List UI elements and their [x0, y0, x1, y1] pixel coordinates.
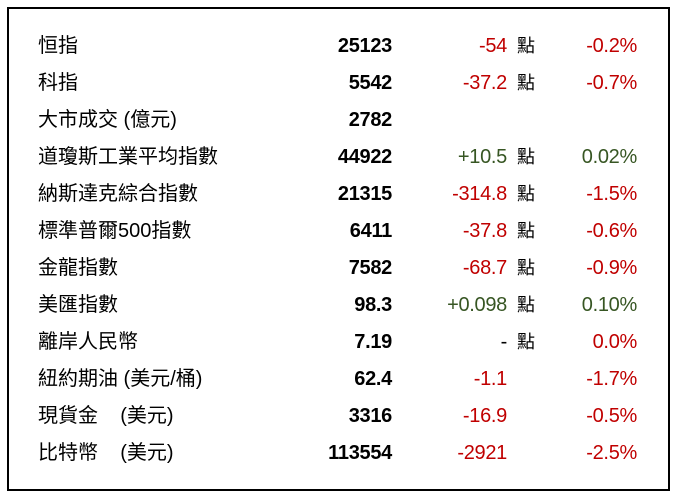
table-row: 離岸人民幣 7.19 - 點 0.0% [0, 324, 681, 361]
table-row: 美匯指數 98.3 +0.098 點 0.10% [0, 287, 681, 324]
row-name: 道瓊斯工業平均指數 [38, 146, 218, 168]
row-change: -68.7 [462, 257, 507, 279]
row-change: +10.5 [457, 146, 507, 168]
row-unit: 點 [517, 73, 535, 93]
row-unit: 點 [517, 184, 535, 204]
table-row: 道瓊斯工業平均指數 44922 +10.5 點 0.02% [0, 139, 681, 176]
row-value: 25123 [337, 35, 392, 57]
row-name: 美匯指數 [38, 294, 118, 316]
table-row: 恒指 25123 -54 點 -0.2% [0, 28, 681, 65]
row-percent: -0.2% [586, 35, 637, 57]
table-row: 現貨金 (美元) 3316 -16.9 -0.5% [0, 398, 681, 435]
row-name: 恒指 [38, 35, 78, 57]
row-value: 21315 [337, 183, 392, 205]
row-value: 62.4 [354, 368, 392, 390]
table-row: 納斯達克綜合指數 21315 -314.8 點 -1.5% [0, 176, 681, 213]
row-name: 納斯達克綜合指數 [38, 183, 198, 205]
row-change: -37.2 [462, 72, 507, 94]
row-change: -54 [478, 35, 507, 57]
table-row: 大市成交 (億元) 2782 [0, 102, 681, 139]
row-name: 離岸人民幣 [38, 331, 138, 353]
row-percent: -0.7% [586, 72, 637, 94]
row-name: 現貨金 (美元) [38, 405, 174, 427]
row-value: 6411 [349, 220, 393, 242]
table-row: 金龍指數 7582 -68.7 點 -0.9% [0, 250, 681, 287]
row-change: -16.9 [462, 405, 507, 427]
row-value: 44922 [337, 146, 392, 168]
row-value: 3316 [348, 405, 393, 427]
row-percent: 0.10% [581, 294, 638, 316]
row-value: 113554 [328, 442, 392, 464]
row-name: 科指 [38, 72, 78, 94]
row-name: 紐約期油 (美元/桶) [38, 368, 203, 390]
row-value: 2782 [348, 109, 393, 131]
table-row: 科指 5542 -37.2 點 -0.7% [0, 65, 681, 102]
row-name: 金龍指數 [38, 257, 118, 279]
row-unit: 點 [517, 258, 535, 278]
row-change: -314.8 [452, 183, 507, 205]
table-row: 比特幣 (美元) 113554 -2921 -2.5% [0, 435, 681, 472]
row-percent: -1.5% [586, 183, 637, 205]
row-name: 標準普爾500指數 [38, 220, 192, 242]
row-change: -37.8 [462, 220, 507, 242]
row-value: 5542 [348, 72, 393, 94]
row-change: -2921 [457, 442, 507, 464]
table-row: 標準普爾500指數 6411 -37.8 點 -0.6% [0, 213, 681, 250]
row-percent: 0.02% [581, 146, 638, 168]
row-unit: 點 [517, 147, 535, 167]
row-percent: -2.5% [586, 442, 637, 464]
table-row: 紐約期油 (美元/桶) 62.4 -1.1 -1.7% [0, 361, 681, 398]
row-percent: -0.6% [586, 220, 637, 242]
row-name: 大市成交 (億元) [38, 109, 177, 131]
row-value: 98.3 [354, 294, 392, 316]
row-value: 7.19 [354, 331, 392, 353]
market-summary-panel [7, 7, 670, 491]
row-unit: 點 [517, 221, 535, 241]
row-change: -1.1 [473, 368, 508, 390]
row-percent: -0.9% [586, 257, 637, 279]
row-name: 比特幣 (美元) [38, 442, 174, 464]
row-unit: 點 [517, 332, 535, 352]
row-percent: -0.5% [586, 405, 637, 427]
row-change: - [500, 331, 508, 353]
row-value: 7582 [348, 257, 393, 279]
row-unit: 點 [517, 295, 535, 315]
row-unit: 點 [517, 36, 535, 56]
row-percent: 0.0% [592, 331, 638, 353]
row-percent: -1.7% [586, 368, 637, 390]
row-change: +0.098 [447, 294, 507, 316]
